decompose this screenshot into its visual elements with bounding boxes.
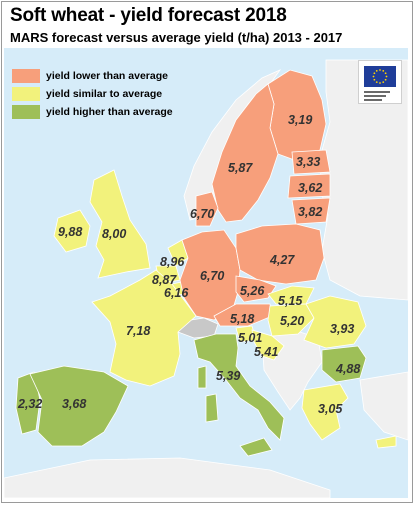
legend-swatch-lower [12, 69, 40, 83]
denmark-value: 6,70 [190, 207, 214, 221]
france-region [91, 269, 197, 387]
legend: yield lower than average yield similar to… [12, 68, 182, 122]
portugal-value: 2,32 [17, 397, 42, 411]
lithuania-value: 3,82 [298, 205, 322, 219]
austria-value: 5,18 [230, 312, 254, 326]
poland-value: 4,27 [269, 253, 295, 267]
ireland-region [53, 209, 91, 253]
luxembourg-value: 6,16 [164, 286, 189, 300]
netherlands-value: 8,96 [160, 255, 185, 269]
romania-value: 3,93 [330, 322, 354, 336]
poland-region [235, 223, 325, 285]
legend-item-lower: yield lower than average [12, 68, 182, 84]
north-africa-region [4, 457, 331, 498]
italy-region [193, 333, 285, 441]
estonia-value: 3,33 [296, 155, 320, 169]
legend-label: yield similar to average [46, 88, 163, 100]
ireland-value: 9,88 [58, 225, 82, 239]
germany-value: 6,70 [200, 269, 224, 283]
sardinia-region [205, 393, 219, 423]
bulgaria-region [321, 345, 367, 383]
corsica-region [197, 365, 207, 389]
spain-region [29, 365, 129, 447]
croatia-value: 5,41 [254, 345, 278, 359]
portugal-region [15, 371, 41, 435]
legend-swatch-higher [12, 105, 40, 119]
czechia-region [235, 275, 277, 303]
europe-map: 3,19 5,87 3,33 3,62 3,82 6,70 9,88 8,00 … [4, 48, 408, 498]
slovenia-value: 5,01 [238, 331, 262, 345]
bulgaria-value: 4,88 [335, 362, 360, 376]
legend-item-higher: yield higher than average [12, 104, 182, 120]
belgium-value: 8,87 [152, 273, 177, 287]
united-kingdom-region [89, 169, 151, 279]
sicily-region [239, 437, 273, 457]
greece-value: 3,05 [318, 402, 343, 416]
map-panel: 3,19 5,87 3,33 3,62 3,82 6,70 9,88 8,00 … [4, 48, 408, 498]
estonia-region [291, 149, 331, 175]
russia-region [319, 59, 408, 301]
croatia-region [251, 329, 285, 361]
european-commission-logo [358, 60, 402, 104]
slovakia-region [267, 285, 315, 305]
legend-label: yield lower than average [46, 70, 168, 82]
map-title: Soft wheat - yield forecast 2018 [10, 5, 287, 26]
united-kingdom-value: 8,00 [102, 227, 126, 241]
latvia-value: 3,62 [298, 181, 322, 195]
sweden-region [211, 83, 279, 223]
eu-flag-icon [364, 66, 396, 87]
denmark-region [195, 191, 219, 227]
sweden-value: 5,87 [228, 161, 253, 175]
lithuania-region [291, 197, 331, 225]
slovakia-value: 5,15 [278, 294, 303, 308]
greece-region [301, 383, 349, 441]
cyprus-region [375, 435, 397, 449]
czechia-value: 5,26 [240, 284, 265, 298]
italy-value: 5,39 [216, 369, 240, 383]
legend-label: yield higher than average [46, 106, 173, 118]
romania-region [303, 295, 367, 349]
legend-swatch-similar [12, 87, 40, 101]
spain-value: 3,68 [62, 397, 86, 411]
finland-value: 3,19 [288, 113, 312, 127]
latvia-region [287, 173, 331, 199]
legend-item-similar: yield similar to average [12, 86, 182, 102]
france-value: 7,18 [126, 324, 150, 338]
hungary-value: 5,20 [280, 314, 304, 328]
map-subtitle: MARS forecast versus average yield (t/ha… [10, 30, 343, 45]
